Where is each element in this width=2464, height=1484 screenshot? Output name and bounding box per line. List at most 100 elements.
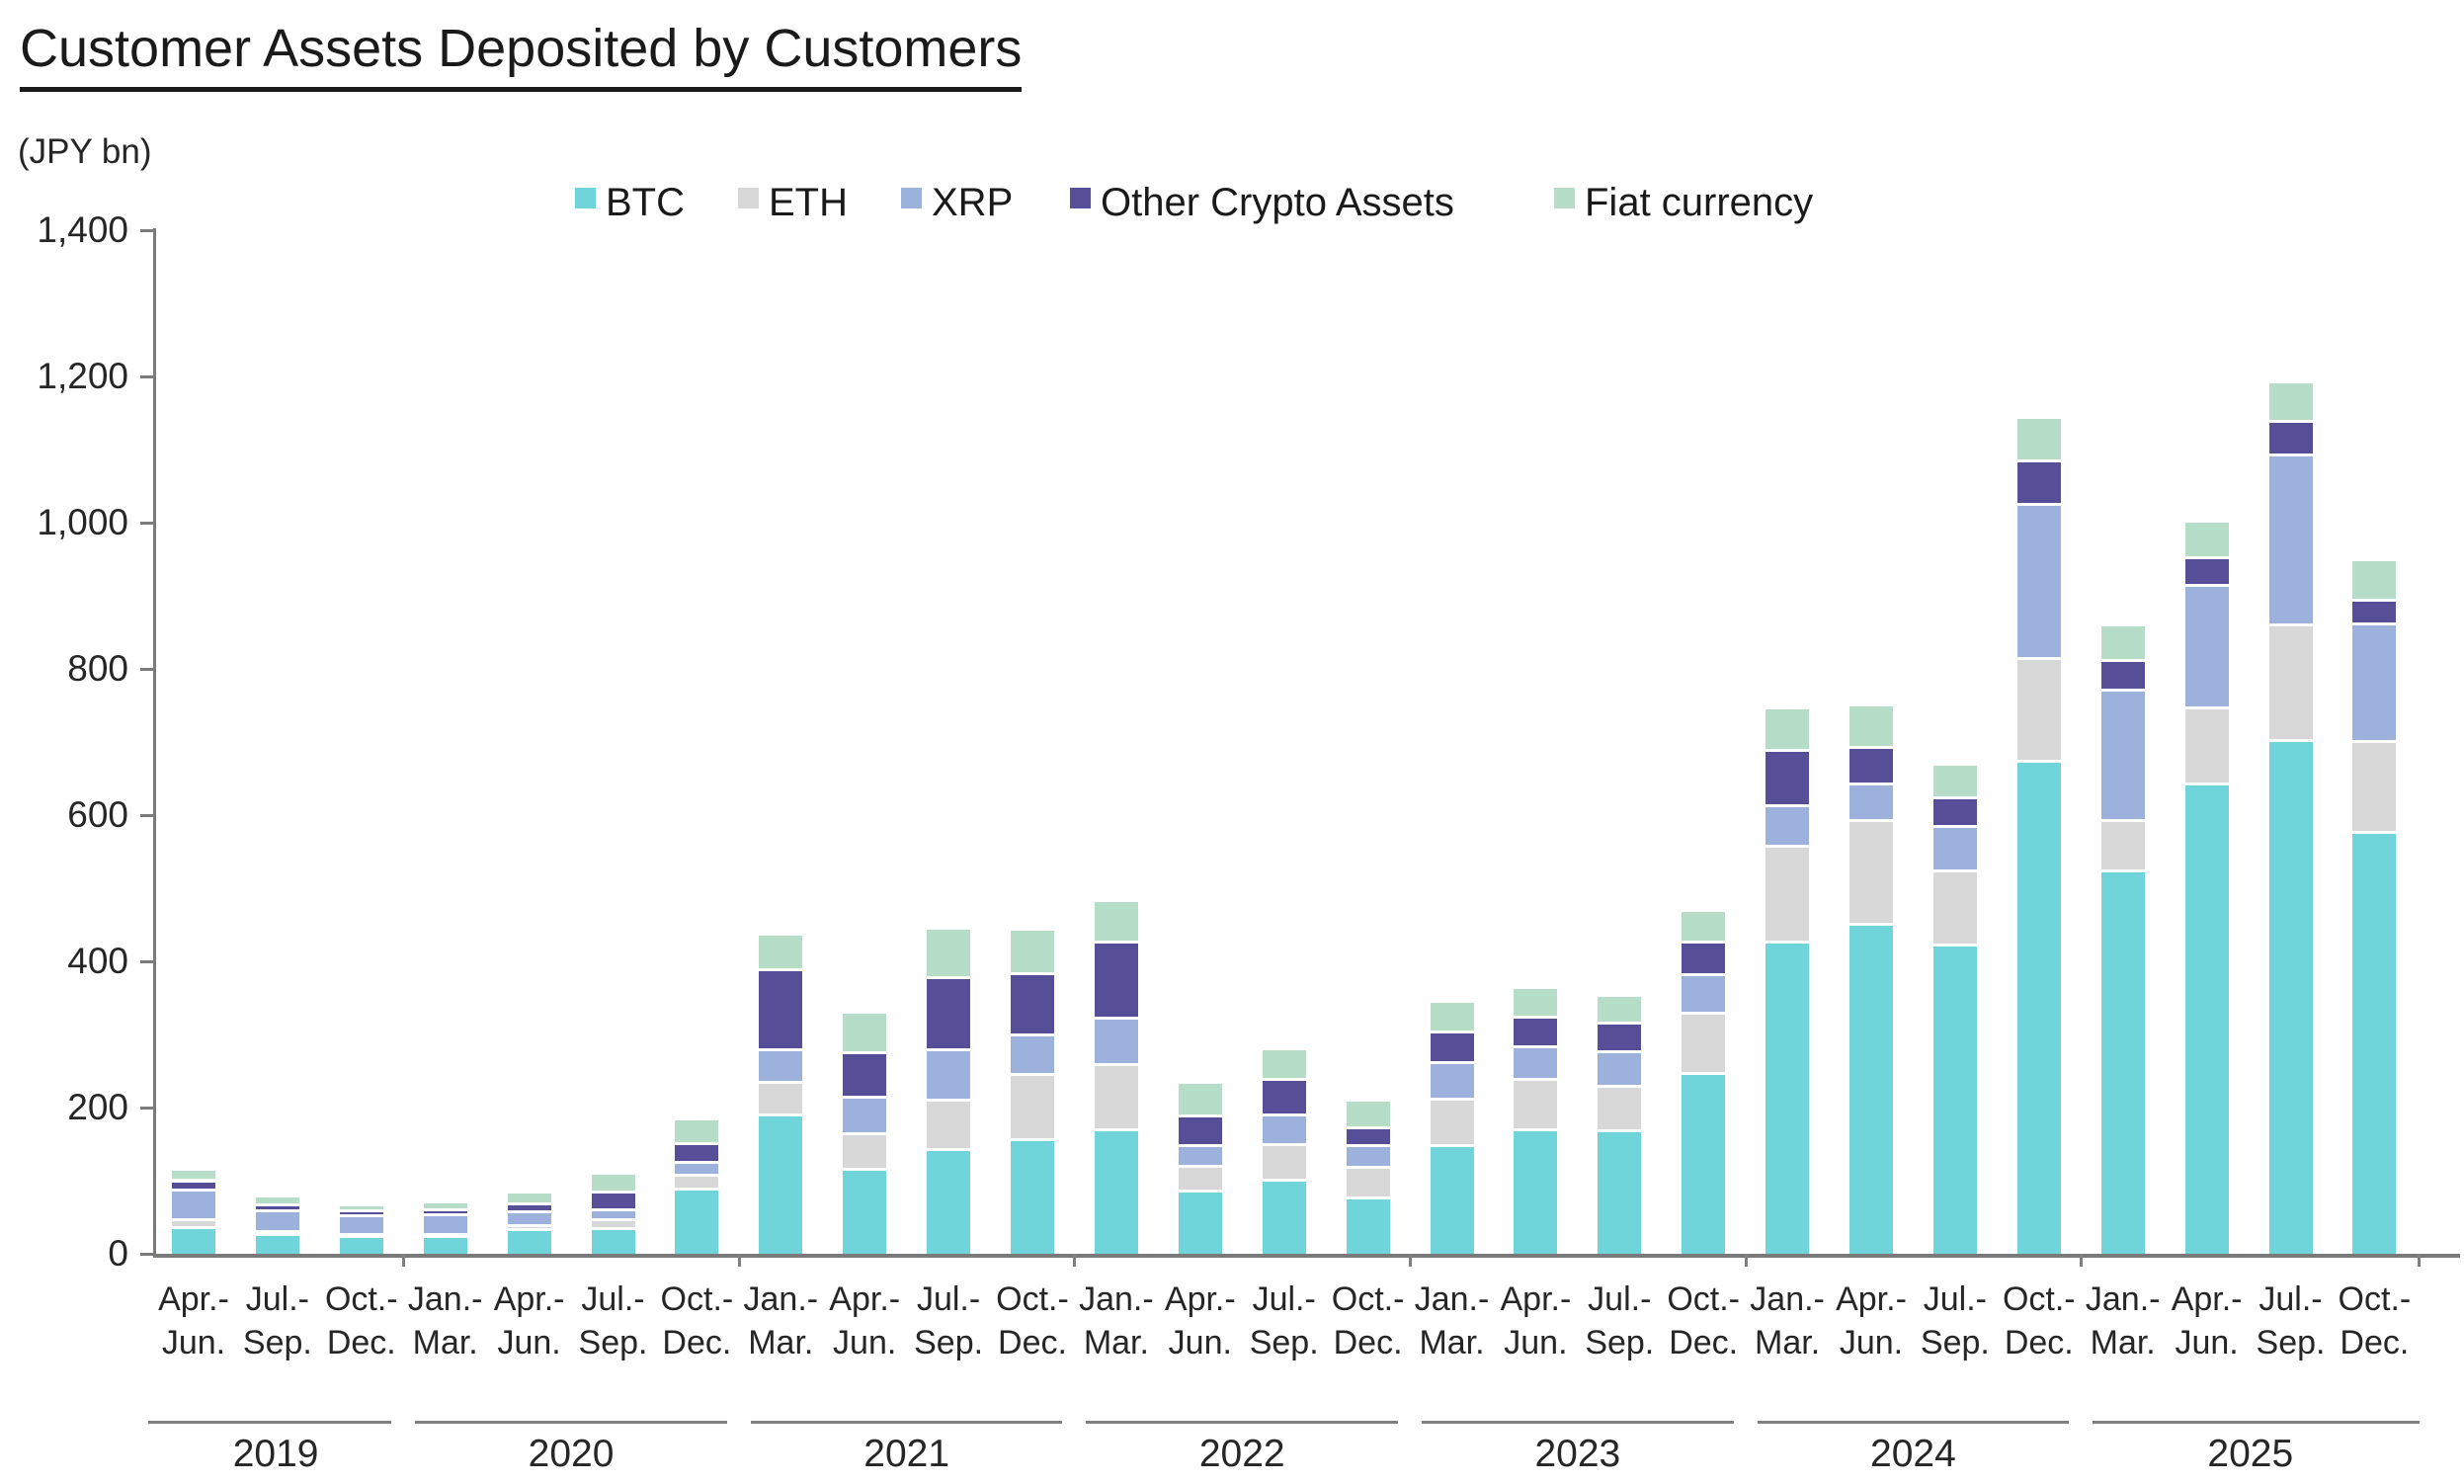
bar-segment-fiat-currency (2100, 626, 2145, 662)
bar-segment-xrp (2184, 587, 2229, 709)
bar-segment-fiat-currency (843, 1013, 887, 1054)
bar-segment-xrp (1849, 784, 1893, 823)
bar-segment-fiat-currency (1598, 997, 1642, 1026)
x-axis-category-label: Jan.- Mar. (2085, 1280, 2161, 1361)
bar-segment-eth (255, 1232, 299, 1236)
bar-segment-fiat-currency (591, 1175, 635, 1195)
bar-segment-btc (1766, 944, 1810, 1254)
year-group-separator-line (1757, 1421, 2070, 1424)
x-axis-category-label: Oct.- Dec. (2002, 1280, 2076, 1361)
bar-segment-fiat-currency (2016, 418, 2061, 462)
legend-swatch-icon (738, 188, 759, 208)
year-label-2020: 2020 (528, 1433, 615, 1475)
bar-segment-btc (927, 1150, 971, 1254)
bar-segment-fiat-currency (339, 1205, 383, 1212)
bar-segment-other-crypto-assets (675, 1144, 719, 1164)
year-label-2023: 2023 (1534, 1433, 1621, 1475)
legend-label: XRP (932, 181, 1014, 224)
year-label-2025: 2025 (2207, 1433, 2294, 1475)
x-axis-group-tick (1409, 1254, 1413, 1267)
x-axis-group-tick (1744, 1254, 1748, 1267)
bar-segment-fiat-currency (1682, 912, 1726, 944)
bar-segment-fiat-currency (1430, 1003, 1474, 1034)
year-group-separator-line (750, 1421, 1063, 1424)
bar-segment-other-crypto-assets (591, 1194, 635, 1212)
legend-swatch-icon (1554, 188, 1575, 208)
bar-segment-btc (1346, 1198, 1390, 1254)
bar-segment-btc (423, 1238, 467, 1254)
bar-segment-xrp (339, 1217, 383, 1236)
bar-segment-other-crypto-assets (1262, 1081, 1306, 1116)
bar-segment-btc (1011, 1141, 1054, 1254)
bar-segment-btc (1598, 1132, 1642, 1254)
x-axis-category-label: Jan.- Mar. (1079, 1280, 1154, 1361)
bar-segment-xrp (927, 1051, 971, 1103)
year-label-2024: 2024 (1870, 1433, 1956, 1475)
bar-segment-eth (927, 1102, 971, 1151)
bar-segment-xrp (2100, 691, 2145, 822)
bar-segment-other-crypto-assets (1514, 1019, 1558, 1049)
bar-segment-xrp (1932, 827, 1977, 872)
bar-segment-xrp (1598, 1052, 1642, 1089)
bar-segment-fiat-currency (675, 1119, 719, 1145)
y-axis-tick (140, 1253, 153, 1256)
x-axis-category-label: Jul.- Sep. (914, 1280, 984, 1361)
bar-segment-other-crypto-assets (2016, 461, 2061, 506)
bar-segment-eth (2016, 660, 2061, 763)
legend-label: Fiat currency (1585, 181, 1814, 224)
bar-segment-btc (843, 1170, 887, 1254)
bar-segment-xrp (1682, 975, 1726, 1016)
bar-segment-xrp (172, 1192, 215, 1222)
x-axis-category-label: Oct.- Dec. (660, 1280, 734, 1361)
x-axis-category-label: Apr.- Jun. (493, 1280, 565, 1361)
bar-segment-other-crypto-assets (507, 1205, 551, 1213)
bar-segment-btc (2352, 833, 2397, 1254)
bar-segment-xrp (2268, 456, 2313, 627)
bar-segment-xrp (507, 1212, 551, 1228)
bar-segment-other-crypto-assets (843, 1054, 887, 1100)
bar-segment-fiat-currency (759, 936, 803, 971)
bar-segment-xrp (591, 1211, 635, 1222)
legend-label: ETH (769, 181, 848, 224)
bar-segment-fiat-currency (1932, 765, 1977, 800)
bar-segment-eth (1430, 1100, 1474, 1147)
legend-swatch-icon (575, 188, 596, 208)
x-axis-category-label: Apr.- Jun. (2171, 1280, 2243, 1361)
bar-segment-xrp (1178, 1146, 1222, 1168)
bar-segment-eth (423, 1235, 467, 1239)
bar-segment-xrp (843, 1099, 887, 1136)
bar-segment-btc (1262, 1182, 1306, 1254)
bar-segment-btc (1932, 947, 1977, 1254)
bar-segment-btc (172, 1228, 215, 1254)
bar-segment-other-crypto-assets (759, 970, 803, 1052)
bar-segment-eth (1011, 1076, 1054, 1142)
bar-segment-eth (1346, 1169, 1390, 1199)
bar-segment-other-crypto-assets (423, 1211, 467, 1216)
bar-segment-other-crypto-assets (1178, 1116, 1222, 1147)
bar-segment-xrp (1011, 1036, 1054, 1077)
bar-segment-fiat-currency (2184, 523, 2229, 559)
bar-segment-other-crypto-assets (172, 1182, 215, 1193)
bar-segment-fiat-currency (1766, 709, 1810, 752)
bar-segment-btc (675, 1191, 719, 1254)
y-axis-tick-label: 800 (67, 648, 128, 689)
y-axis-tick-label: 200 (67, 1087, 128, 1127)
bar-segment-other-crypto-assets (1430, 1033, 1474, 1065)
bar-segment-fiat-currency (172, 1171, 215, 1183)
bar-segment-other-crypto-assets (2100, 661, 2145, 692)
bar-segment-other-crypto-assets (2184, 559, 2229, 588)
year-label-2021: 2021 (863, 1433, 950, 1475)
y-axis-tick (140, 522, 153, 525)
bar-segment-btc (2268, 742, 2313, 1254)
bar-segment-eth (2268, 626, 2313, 742)
x-axis-category-label: Jul.- Sep. (1249, 1280, 1319, 1361)
bar-segment-xrp (1514, 1048, 1558, 1081)
y-axis-tick-label: 1,000 (37, 502, 128, 542)
y-axis-tick (140, 1107, 153, 1110)
x-axis-group-tick (737, 1254, 741, 1267)
bar-segment-btc (1178, 1192, 1222, 1254)
bar-segment-eth (1682, 1015, 1726, 1076)
bar-segment-xrp (1094, 1020, 1138, 1066)
bar-segment-eth (2100, 821, 2145, 873)
y-axis-tick-label: 400 (67, 941, 128, 981)
